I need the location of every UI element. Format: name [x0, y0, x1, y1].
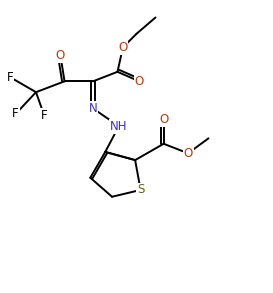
Text: F: F [41, 109, 48, 122]
Text: O: O [159, 113, 168, 126]
Text: O: O [56, 49, 65, 62]
Text: F: F [7, 71, 13, 84]
Text: F: F [12, 108, 19, 120]
Text: S: S [137, 183, 144, 197]
Text: O: O [183, 147, 193, 160]
Text: NH: NH [110, 120, 127, 133]
Text: O: O [118, 41, 127, 54]
Text: O: O [135, 75, 144, 88]
Text: N: N [89, 102, 97, 115]
